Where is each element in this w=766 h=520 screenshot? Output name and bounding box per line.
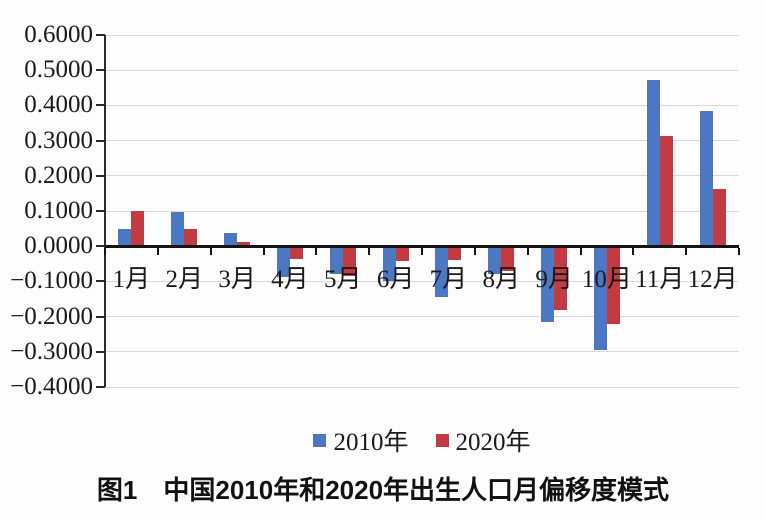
y-axis-tick [96,350,105,353]
bar-2010-m8 [488,246,502,274]
x-axis-tick-label: 5月 [323,266,362,293]
x-axis-tick [104,247,106,255]
x-axis-tick [579,247,582,255]
x-axis-tick-label: 2月 [165,266,203,293]
x-axis-tick-label: 12月 [687,266,738,293]
x-axis-tick-label: 4月 [271,266,309,293]
y-axis-tick-label: −0.4000 [10,373,93,400]
bar-2010-m11 [646,80,660,247]
bar-2020-m10 [606,246,620,324]
bar-2010-m4 [276,246,290,278]
x-axis-tick [632,247,635,255]
y-axis-tick-label: 0.5000 [24,56,93,84]
x-axis-tick-label: 8月 [482,266,520,293]
gridline [105,210,739,212]
bar-2010-m10 [593,246,607,351]
x-axis-tick-label: 10月 [581,266,632,293]
y-axis-tick-label: −0.3000 [10,337,93,365]
bar-2020-m3 [237,241,251,247]
gridline [105,140,739,142]
x-axis-tick [209,247,212,255]
bar-2010-m5 [329,246,343,275]
gridline [105,69,739,71]
bar-2010-m6 [382,246,396,281]
x-axis-line [105,244,739,248]
bar-2010-m2 [171,211,185,247]
gridline [105,175,739,177]
bar-2010-m7 [435,246,449,298]
bar-2020-m7 [448,246,462,261]
y-axis-tick-label: 0.2000 [24,161,93,189]
x-axis-tick-label: 7月 [429,266,468,293]
y-axis-line [104,35,106,387]
x-axis-tick [368,247,371,255]
legend-label-2010: 2010年 [333,429,409,456]
gridline [105,351,739,353]
y-axis-tick [96,139,105,142]
x-axis-tick [473,247,476,255]
bar-2010-m3 [224,232,238,247]
x-axis-tick [262,247,265,255]
x-axis-tick [315,247,318,255]
y-axis-tick [96,315,105,318]
y-axis-tick [96,280,105,283]
y-axis-tick [96,245,105,248]
gridline [105,34,739,36]
x-axis-tick [685,247,688,255]
bar-2010-m9 [541,246,555,322]
chart-legend: 2010年 2020年 [105,422,739,458]
y-axis-tick [96,210,105,212]
y-axis-tick [96,69,105,72]
gridline [105,386,739,388]
y-axis-tick-label: 0.0000 [24,232,93,260]
y-axis-tick-label: 0.3000 [24,126,93,154]
y-axis-tick [96,104,105,107]
x-axis-tick [526,247,529,255]
bar-2020-m12 [712,188,726,247]
x-axis-tick [738,247,740,255]
gridline [105,316,739,318]
bar-2020-m4 [289,246,303,259]
x-axis-tick-label: 9月 [535,266,573,293]
bar-2020-m5 [342,246,356,277]
x-axis-tick-label: 1月 [112,266,151,293]
bar-2020-m1 [131,211,145,247]
x-axis-tick [156,247,159,255]
legend-swatch-2020-icon [435,433,449,447]
bar-2020-m8 [501,246,515,271]
legend-swatch-2010-icon [313,433,327,447]
x-axis-tick-label: 6月 [376,266,415,293]
gridline [105,104,739,106]
bar-2010-m12 [699,110,713,247]
x-axis-tick-label: 3月 [218,266,256,293]
x-axis-tick [421,247,423,255]
bar-2020-m11 [659,136,673,247]
bar-2020-m6 [395,246,409,261]
legend-label-2020: 2020年 [455,429,531,456]
y-axis-tick-label: 0.6000 [24,21,93,48]
y-axis-tick [96,386,105,388]
legend-item-2020: 2020年 [435,422,531,458]
y-axis-tick [96,34,105,36]
y-axis-tick-label: −0.1000 [10,267,93,295]
bar-2020-m9 [554,246,568,310]
figure-caption: 图1 中国2010年和2020年出生人口月偏移度模式 [96,475,670,505]
gridline [105,280,739,282]
legend-item-2010: 2010年 [313,422,409,458]
y-axis-tick-label: 0.1000 [24,197,93,224]
x-axis-tick-label: 11月 [635,266,685,293]
bar-2010-m1 [118,228,132,247]
bar-2020-m2 [184,228,198,247]
y-axis-tick-label: 0.4000 [24,91,93,119]
y-axis-tick [96,174,105,177]
y-axis-tick-label: −0.2000 [10,302,93,330]
